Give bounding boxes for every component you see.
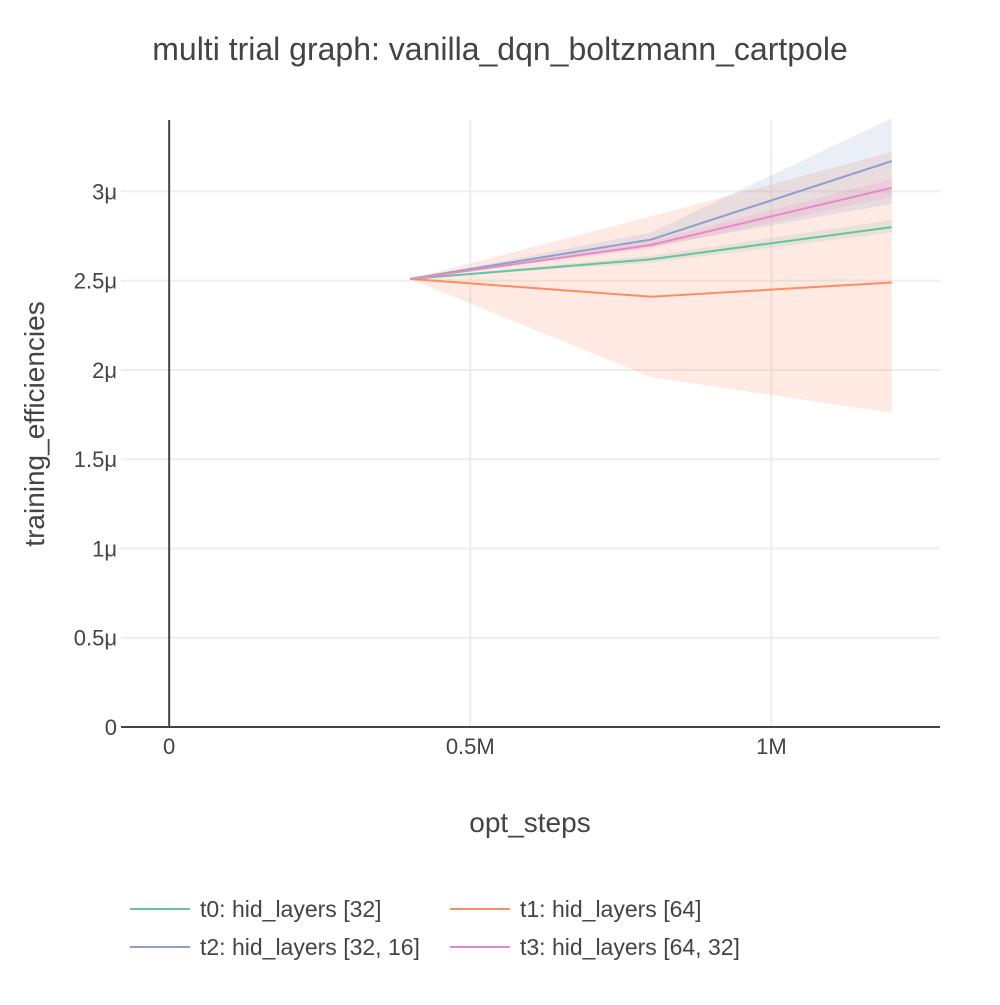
y-tick-label-3: 1.5μ	[74, 447, 117, 472]
legend-item-3: t3: hid_layers [64, 32]	[450, 934, 740, 960]
legend-label-0: t0: hid_layers [32]	[200, 896, 382, 922]
series-line-2	[409, 160, 893, 280]
axis-layer	[121, 120, 940, 728]
x-tick-label-2: 1M	[756, 734, 787, 759]
legend: t0: hid_layers [32] t1: hid_layers [64] t2…	[130, 896, 740, 960]
y-tick-label-2: 1μ	[92, 536, 117, 561]
legend-label-3: t3: hid_layers [64, 32]	[520, 934, 740, 960]
series-line-0	[410, 226, 892, 280]
x-tick-label-0: 0	[163, 734, 175, 759]
tick-layer: 0 0.5μ 1μ 1.5μ 2μ 2.5μ 3μ 0 0.5M 1M	[74, 179, 787, 759]
line-layer	[409, 160, 893, 298]
y-axis-title: training_efficiencies	[19, 301, 50, 546]
y-tick-label-4: 2μ	[92, 358, 117, 383]
y-tick-label-1: 0.5μ	[74, 626, 117, 651]
legend-label-1: t1: hid_layers [64]	[520, 896, 702, 922]
grid-layer	[121, 120, 940, 727]
legend-item-2: t2: hid_layers [32, 16]	[130, 934, 420, 960]
band-layer	[410, 118, 892, 413]
legend-item-0: t0: hid_layers [32]	[130, 896, 382, 922]
y-tick-label-5: 2.5μ	[74, 269, 117, 294]
y-tick-label-0: 0	[105, 715, 117, 740]
chart-title: multi trial graph: vanilla_dqn_boltzmann…	[152, 31, 848, 67]
legend-label-2: t2: hid_layers [32, 16]	[200, 934, 420, 960]
series-line-3	[409, 186, 893, 280]
series-line-1	[410, 277, 892, 298]
series-band-2	[410, 118, 892, 279]
legend-item-1: t1: hid_layers [64]	[450, 896, 702, 922]
x-tick-label-1: 0.5M	[446, 734, 495, 759]
x-axis-title: opt_steps	[469, 807, 590, 838]
y-tick-label-6: 3μ	[92, 179, 117, 204]
